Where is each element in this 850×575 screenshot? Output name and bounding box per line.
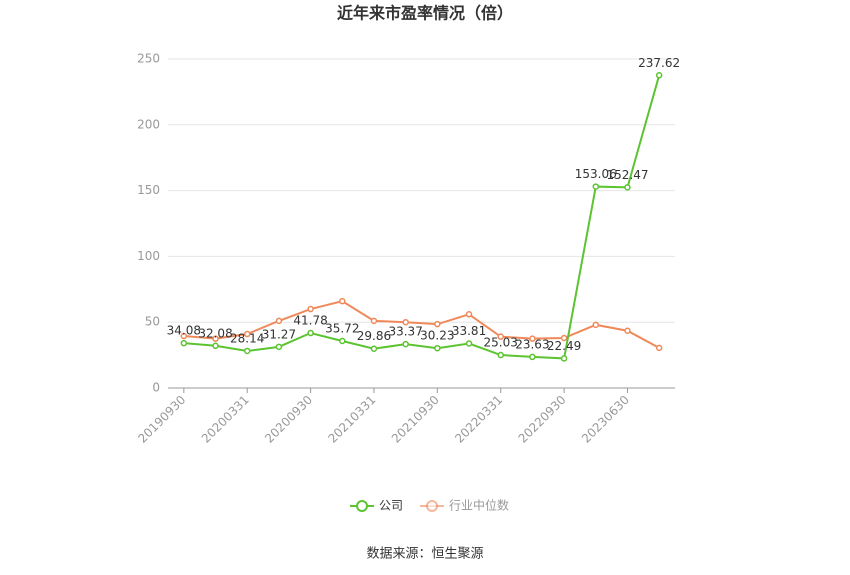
point (529, 353, 536, 361)
point (339, 297, 346, 305)
x-tick-label: 20190930 (135, 393, 188, 446)
point (655, 72, 663, 79)
x-tick-label: 20210331 (325, 393, 378, 446)
point (560, 355, 568, 362)
point (370, 345, 378, 352)
point (465, 340, 473, 347)
data-label: 31.27 (262, 327, 296, 341)
point (402, 340, 409, 348)
y-tick-label: 50 (145, 315, 160, 329)
point (307, 329, 314, 337)
x-tick-label: 20220331 (452, 393, 505, 446)
data-label: 41.78 (293, 314, 327, 328)
data-label: 28.14 (230, 331, 264, 345)
point (339, 337, 346, 345)
x-tick-label: 20230630 (579, 393, 632, 446)
point (402, 318, 409, 326)
data-label: 30.23 (420, 329, 454, 343)
data-label: 29.86 (357, 329, 391, 343)
y-tick-label: 150 (137, 183, 160, 197)
point (624, 327, 631, 335)
x-tick-label: 20200930 (262, 393, 315, 446)
point (434, 320, 441, 328)
chart-title: 近年来市盈率情况（倍） (337, 4, 513, 23)
legend-marker (356, 500, 368, 512)
point (275, 343, 283, 351)
point (370, 317, 378, 325)
point (275, 317, 283, 325)
point (212, 342, 219, 350)
point (212, 335, 219, 342)
point (243, 330, 251, 338)
series-line (183, 300, 660, 349)
point (465, 311, 473, 318)
x-tick-label: 20220930 (516, 393, 569, 446)
legend-label: 行业中位数 (449, 498, 509, 513)
point (180, 332, 188, 340)
point (497, 351, 504, 359)
point (655, 344, 663, 352)
point (529, 335, 536, 342)
data-label: 153.06 (575, 167, 617, 181)
y-tick-label: 200 (137, 117, 160, 131)
y-tick-label: 100 (137, 249, 160, 263)
point (434, 344, 441, 352)
data-label: 152.47 (606, 168, 648, 182)
data-label: 23.63 (515, 337, 549, 351)
legend-marker (426, 500, 438, 512)
data-label: 32.08 (198, 326, 232, 340)
data-label: 22.49 (547, 339, 581, 353)
x-tick-label: 20210930 (389, 393, 442, 446)
legend-label: 公司 (379, 499, 403, 513)
data-label: 35.72 (325, 321, 359, 335)
point (180, 339, 188, 347)
series-line (183, 75, 661, 360)
legend-item: 公司 (350, 499, 403, 513)
data-label: 33.81 (452, 324, 486, 338)
point (592, 321, 600, 329)
data-label: 33.37 (388, 325, 422, 339)
data-label: 34.08 (167, 324, 201, 338)
y-tick-label: 250 (137, 52, 160, 66)
legend-item: 行业中位数 (420, 498, 509, 513)
point (243, 347, 251, 355)
point (592, 183, 600, 190)
data-label: 237.62 (638, 56, 680, 70)
point (307, 305, 314, 313)
y-tick-label: 0 (152, 381, 160, 395)
point (560, 334, 568, 342)
data-label: 25.03 (484, 336, 518, 350)
x-tick-label: 20200331 (199, 393, 252, 446)
source-note: 数据来源：恒生聚源 (366, 547, 483, 562)
point (624, 184, 631, 191)
point (497, 333, 504, 340)
